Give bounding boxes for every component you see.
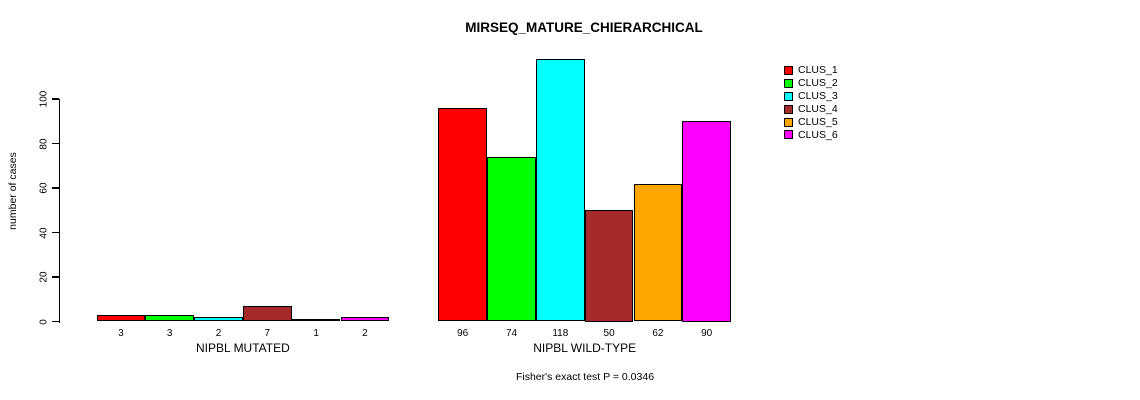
y-axis-tick-label: 100 [38,90,50,108]
bar-value-label: 62 [652,328,664,339]
y-axis-tick [51,320,59,323]
y-axis-tick-label: 0 [38,318,50,325]
y-axis-tick [51,142,59,145]
bar-value-label: 96 [457,328,469,339]
legend: CLUS_1 CLUS_2 CLUS_3 CLUS_4 CLUS_5 CLUS_6 [784,64,838,141]
group-label-nipbl-mutated: NIPBL MUTATED [195,341,290,355]
legend-item-clus_2: CLUS_2 [784,77,838,90]
y-axis-line [58,99,60,323]
legend-item-clus_3: CLUS_3 [784,90,838,103]
bar-nipbl-mutated-clus_6 [340,317,390,322]
y-axis-tick [51,276,59,278]
bar-nipbl-mutated-clus_2 [145,314,195,322]
bar-nipbl-wild-type-clus_5 [633,183,683,322]
legend-swatch-clus_5 [784,117,793,127]
bar-value-label: 74 [505,328,518,339]
bar-nipbl-wild-type-clus_3 [535,58,585,322]
bar-nipbl-mutated-clus_4 [242,305,292,322]
legend-label: CLUS_6 [798,128,838,141]
bar-value-label: 7 [264,328,271,339]
legend-swatch-clus_2 [784,78,793,88]
bar-nipbl-mutated-clus_5 [291,319,341,322]
bar-nipbl-wild-type-clus_4 [584,210,634,322]
legend-item-clus_4: CLUS_4 [784,103,838,116]
bar-value-label: 3 [118,328,124,339]
bar-nipbl-wild-type-clus_1 [438,107,488,322]
bar-nipbl-wild-type-clus_6 [682,121,732,322]
legend-swatch-clus_6 [784,130,793,140]
group-label-nipbl-wild-type: NIPBL WILD-TYPE [533,341,637,355]
bar-nipbl-mutated-clus_3 [194,317,243,322]
legend-label: CLUS_1 [798,64,838,77]
legend-label: CLUS_5 [798,116,838,128]
bar-value-label: 2 [362,328,368,339]
bar-value-label: 2 [215,328,222,339]
y-axis-tick [51,231,59,234]
legend-item-clus_6: CLUS_6 [784,128,838,141]
y-axis-tick-label: 80 [38,137,50,150]
bar-value-label: 118 [552,328,569,339]
y-axis-tick [51,98,59,100]
legend-label: CLUS_3 [798,90,838,103]
legend-swatch-clus_4 [784,104,793,114]
bar-value-label: 3 [166,328,173,339]
legend-label: CLUS_2 [798,77,838,90]
bar-value-label: 1 [313,328,319,339]
legend-swatch-clus_1 [784,65,793,75]
legend-label: CLUS_4 [798,103,838,116]
y-axis-tick [51,187,59,189]
legend-item-clus_5: CLUS_5 [784,116,838,129]
y-axis-tick-label: 60 [38,182,50,194]
bar-value-label: 50 [603,328,615,339]
chart-title: MIRSEQ_MATURE_CHIERARCHICAL [465,20,703,35]
bar-value-label: 90 [701,328,713,339]
bar-nipbl-wild-type-clus_2 [487,156,536,322]
legend-item-clus_1: CLUS_1 [784,64,838,77]
legend-swatch-clus_3 [784,91,793,101]
fisher-test-annotation: Fisher's exact test P = 0.0346 [515,371,655,383]
y-axis-tick-label: 20 [38,271,50,283]
bar-nipbl-mutated-clus_1 [96,314,146,322]
y-axis-tick-label: 40 [38,226,50,239]
